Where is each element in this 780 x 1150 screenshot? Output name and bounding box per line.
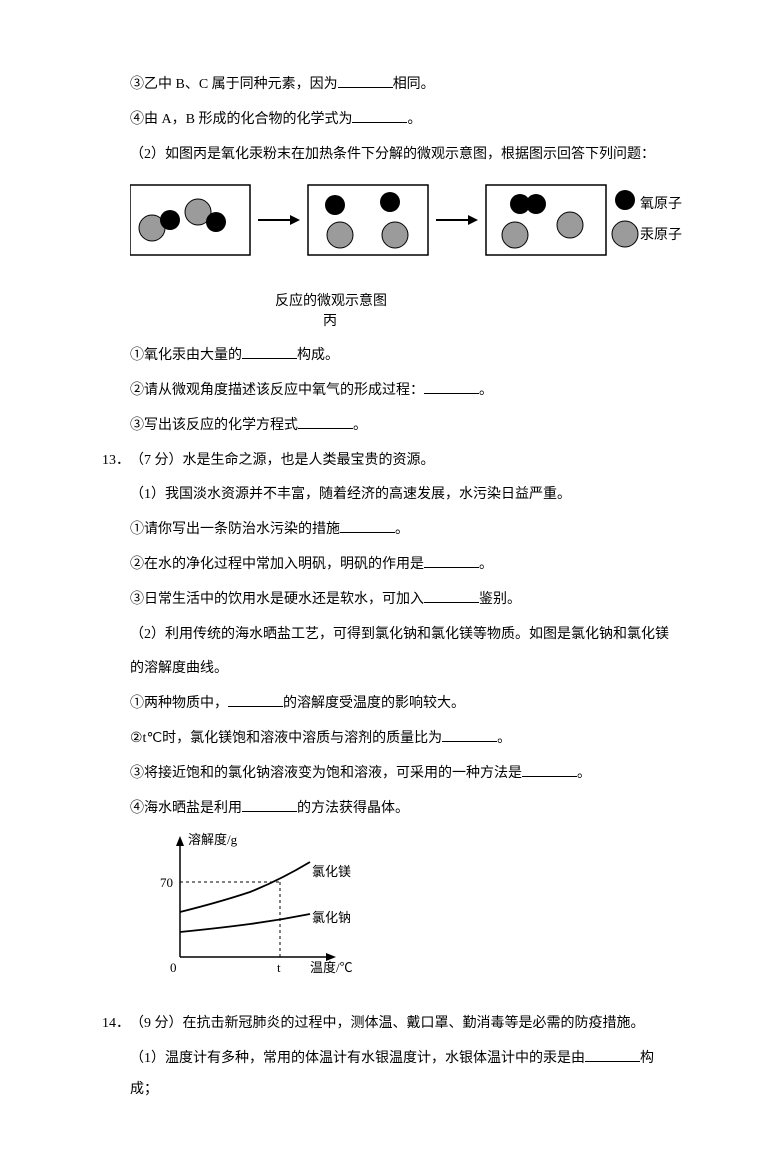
q12-p2: （2）如图丙是氧化汞粉末在加热条件下分解的微观示意图，根据图示回答下列问题： (130, 140, 670, 171)
blank (242, 798, 297, 812)
text: ④由 A，B 形成的化合物的化学式为 (130, 112, 352, 127)
text: 构成。 (297, 348, 339, 363)
blank (338, 74, 393, 88)
blank (424, 589, 479, 603)
text: 相同。 (393, 77, 435, 92)
blank (424, 380, 479, 394)
q12-s1: ①氧化汞由大量的 构成。 (130, 341, 670, 372)
text: 。 (479, 383, 493, 398)
blank (352, 109, 407, 123)
q12-s3: ③写出该反应的化学方程式 。 (130, 411, 670, 442)
q13-p2b: 的溶解度曲线。 (130, 654, 670, 685)
blank (228, 693, 283, 707)
q14: 14． （9 分）在抗击新冠肺炎的过程中，测体温、戴口罩、勤消毒等是必需的防疫措… (102, 1009, 670, 1109)
diagram-caption: 反应的微观示意图 丙 (275, 292, 670, 331)
q13-s5: ②t℃时，氯化镁饱和溶液中溶质与溶剂的质量比为。 (130, 724, 670, 755)
q12-s2: ②请从微观角度描述该反应中氧气的形成过程： 。 (130, 376, 670, 407)
text: ①氧化汞由大量的 (130, 348, 242, 363)
q13-s3: ③日常生活中的饮用水是硬水还是软水，可加入鉴别。 (130, 585, 670, 616)
legend-oxygen: 氧原子 (640, 190, 700, 221)
q13-s7: ④海水晒盐是利用的方法获得晶体。 (130, 794, 670, 825)
text: ③乙中 B、C 属于同种元素，因为 (130, 77, 338, 92)
blank (340, 519, 395, 533)
q13-s6: ③将接近饱和的氯化钠溶液变为饱和溶液，可采用的一种方法是。 (130, 759, 670, 790)
solubility-chart: 70 溶解度/g 氯化镁 氯化钠 0 t 温度/℃ (150, 832, 670, 995)
q14-num: 14． (102, 1009, 130, 1040)
q13-p2a: （2）利用传统的海水晒盐工艺，可得到氯化钠和氯化镁等物质。如图是氯化钠和氯化镁 (130, 620, 670, 651)
text: ②请从微观角度描述该反应中氧气的形成过程： (130, 383, 424, 398)
text: 。 (353, 418, 367, 433)
text: （2）如图丙是氧化汞粉末在加热条件下分解的微观示意图，根据图示回答下列问题： (130, 147, 655, 162)
q13-s2: ②在水的净化过程中常加入明矾，明矾的作用是。 (130, 550, 670, 581)
q12-line3: ③乙中 B、C 属于同种元素，因为 相同。 (130, 70, 670, 101)
q13-s4: ①两种物质中，的溶解度受温度的影响较大。 (130, 689, 670, 720)
caption-line2: 丙 (323, 312, 670, 332)
ytick70: 70 (160, 875, 173, 890)
q14-p1: （1）温度计有多种，常用的体温计有水银温度计，水银体温计中的汞是由构成； (130, 1044, 670, 1106)
blank (298, 415, 353, 429)
text: 。 (407, 112, 421, 127)
blank (242, 345, 297, 359)
origin: 0 (170, 960, 177, 975)
score: （9 分） (130, 1016, 183, 1031)
q13-s1: ①请你写出一条防治水污染的措施。 (130, 515, 670, 546)
q13-num: 13． (102, 446, 130, 477)
intro: 在抗击新冠肺炎的过程中，测体温、戴口罩、勤消毒等是必需的防疫措施。 (183, 1016, 645, 1031)
curve1-label: 氯化镁 (312, 864, 351, 879)
legend-mercury: 汞原子 (640, 221, 700, 252)
q13: 13． （7 分）水是生命之源，也是人类最宝贵的资源。 （1）我国淡水资源并不丰… (102, 446, 670, 1008)
score: （7 分） (130, 453, 183, 468)
q13-p1: （1）我国淡水资源并不丰富，随着经济的高速发展，水污染日益严重。 (130, 480, 670, 511)
curve2-label: 氯化钠 (312, 910, 351, 925)
blank (522, 763, 577, 777)
text: ③写出该反应的化学方程式 (130, 418, 298, 433)
xtick-t: t (277, 960, 281, 975)
blank (424, 554, 479, 568)
axis-x-label: 温度/℃ (310, 960, 353, 975)
q12-line4: ④由 A，B 形成的化合物的化学式为 。 (130, 105, 670, 136)
caption-line1: 反应的微观示意图 (275, 292, 670, 312)
axis-y-label: 溶解度/g (188, 832, 238, 847)
blank (585, 1048, 640, 1062)
blank (442, 728, 497, 742)
intro: 水是生命之源，也是人类最宝贵的资源。 (183, 453, 435, 468)
